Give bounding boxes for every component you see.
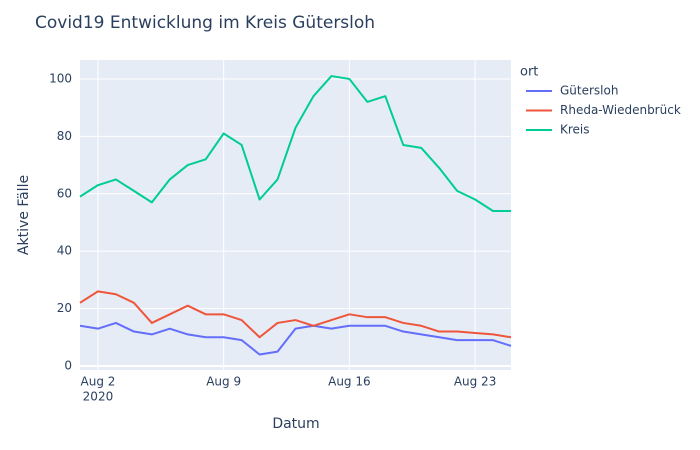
- legend-label: Rheda-Wiedenbrück: [560, 103, 681, 117]
- x-tick-label: Aug 23: [454, 375, 497, 389]
- x-tick-label: Aug 16: [328, 375, 371, 389]
- y-tick-label: 60: [57, 186, 72, 200]
- y-axis-title: Aktive Fälle: [16, 175, 32, 255]
- chart-title: Covid19 Entwicklung im Kreis Gütersloh: [35, 13, 375, 33]
- y-tick-label: 0: [64, 358, 72, 372]
- legend-title: ort: [520, 65, 538, 80]
- legend-label: Gütersloh: [560, 84, 618, 98]
- x-axis-title: Datum: [272, 416, 319, 432]
- plot-area: [80, 60, 511, 370]
- y-tick-label: 20: [57, 301, 72, 315]
- x-tick-label: Aug 2: [81, 375, 116, 389]
- y-tick-label: 80: [57, 129, 72, 143]
- line-series: [79, 75, 511, 212]
- y-tick-label: 40: [57, 244, 72, 258]
- x-tick-label: Aug 9: [206, 375, 241, 389]
- legend-label: Kreis: [560, 123, 590, 137]
- line-series: [79, 321, 512, 356]
- line-series: [79, 290, 512, 339]
- y-tick-label: 100: [49, 71, 72, 85]
- x-year-label: 2020: [83, 390, 114, 404]
